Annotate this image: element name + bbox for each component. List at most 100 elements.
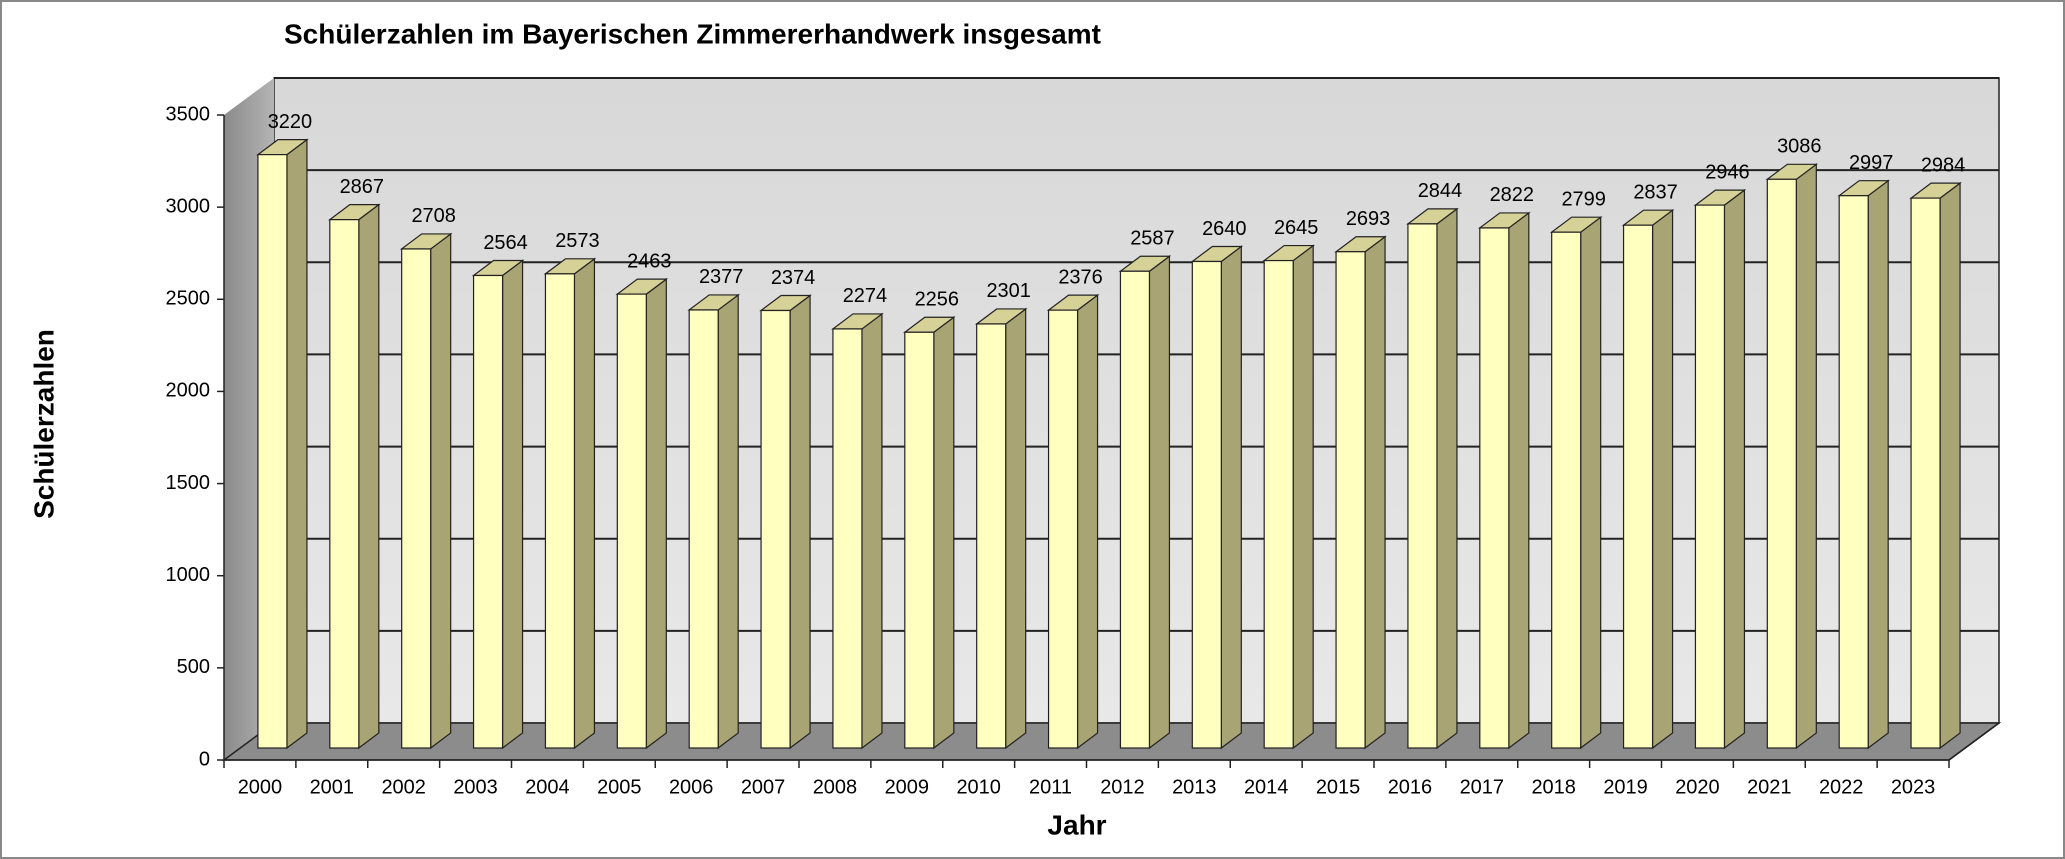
data-label: 2640 <box>1202 218 1247 240</box>
bar <box>1335 251 1366 749</box>
x-tick-label: 2014 <box>1244 776 1289 798</box>
bar <box>1479 227 1510 749</box>
bar <box>1263 259 1294 749</box>
x-tick-label: 2013 <box>1172 776 1217 798</box>
y-tick-label: 1000 <box>166 564 211 586</box>
data-label: 2645 <box>1274 217 1319 239</box>
bar <box>976 323 1007 749</box>
y-axis-title: Schülerzahlen <box>28 329 59 519</box>
data-label: 2837 <box>1633 181 1678 203</box>
bar-side <box>933 316 955 750</box>
x-tick-label: 2021 <box>1747 776 1792 798</box>
bar-side <box>286 138 308 750</box>
bar-side <box>645 277 667 750</box>
bar <box>1910 197 1941 749</box>
data-label: 2374 <box>771 267 816 289</box>
bar-side <box>1580 215 1602 750</box>
x-tick-label: 2011 <box>1029 776 1072 798</box>
bar-side <box>358 203 380 750</box>
bar <box>616 293 647 749</box>
bar-side <box>1220 245 1242 750</box>
data-label: 2377 <box>699 266 744 288</box>
bar <box>472 274 504 749</box>
x-tick-label: 2020 <box>1675 776 1720 798</box>
bar-side <box>573 257 596 750</box>
x-tick-label: 2019 <box>1603 776 1648 798</box>
bar <box>329 219 360 749</box>
y-tick-label: 3500 <box>166 103 211 125</box>
data-label: 3220 <box>268 111 313 133</box>
bar-side <box>1867 179 1889 750</box>
data-label: 2274 <box>843 285 888 307</box>
bar-side <box>1508 211 1530 750</box>
x-tick-label: 2012 <box>1100 776 1145 798</box>
y-tick-label: 3000 <box>166 195 211 217</box>
bar-side <box>1939 181 1961 750</box>
x-tick-label: 2004 <box>525 776 570 798</box>
data-label: 2256 <box>915 289 960 311</box>
data-label: 2867 <box>340 176 385 198</box>
data-label: 2376 <box>1058 266 1103 288</box>
bar <box>760 309 791 749</box>
bar <box>1407 223 1438 749</box>
bar <box>544 273 576 749</box>
bar-side <box>1005 307 1027 750</box>
floor-edge <box>1948 722 2000 761</box>
data-label: 3086 <box>1777 136 1822 158</box>
bar <box>1191 260 1222 749</box>
bar-side <box>1076 293 1099 750</box>
y-tick-label: 2000 <box>166 380 211 402</box>
bar-side <box>1651 208 1674 750</box>
bar-side <box>717 293 739 750</box>
bar-side <box>1292 244 1314 750</box>
bar <box>1622 224 1654 749</box>
data-label: 2573 <box>555 230 600 252</box>
x-tick-label: 2006 <box>669 776 714 798</box>
x-tick-label: 2003 <box>453 776 498 798</box>
bar-side <box>861 312 883 750</box>
y-tick-label: 500 <box>177 656 210 678</box>
bar <box>1047 309 1079 749</box>
data-label: 2984 <box>1921 154 1966 176</box>
x-tick-label: 2009 <box>885 776 930 798</box>
x-tick-label: 2016 <box>1388 776 1433 798</box>
bar <box>1766 178 1797 749</box>
data-label: 2822 <box>1490 184 1535 206</box>
x-tick-label: 2010 <box>956 776 1001 798</box>
x-axis-title: Jahr <box>1047 809 1106 840</box>
data-label: 2844 <box>1418 180 1463 202</box>
bar-side <box>1723 188 1746 750</box>
x-tick-label: 2007 <box>741 776 786 798</box>
data-label: 2708 <box>411 205 456 227</box>
data-label: 2693 <box>1346 208 1391 230</box>
bar <box>1694 204 1726 749</box>
data-label: 2463 <box>627 250 672 272</box>
y-tick-label: 2500 <box>166 288 211 310</box>
bar-side <box>1795 163 1817 750</box>
bar <box>904 331 935 749</box>
data-label: 2946 <box>1705 161 1750 183</box>
x-tick-label: 2015 <box>1316 776 1361 798</box>
bar <box>1838 195 1869 749</box>
x-tick-label: 2008 <box>813 776 858 798</box>
data-label: 2799 <box>1561 188 1606 210</box>
bar <box>401 248 432 749</box>
bar-side <box>430 232 452 750</box>
bar-side <box>1436 207 1458 750</box>
data-label: 2587 <box>1130 228 1175 250</box>
x-tick-label: 2023 <box>1891 776 1936 798</box>
bar-side <box>789 294 811 750</box>
x-tick-label: 2001 <box>310 776 355 798</box>
data-label: 2564 <box>483 232 528 254</box>
x-tick-label: 2002 <box>381 776 426 798</box>
data-label: 2301 <box>986 280 1031 302</box>
x-tick-label: 2000 <box>238 776 283 798</box>
y-tick-label: 0 <box>199 748 210 770</box>
chart-title: Schülerzahlen im Bayerischen Zimmererhan… <box>284 18 1101 49</box>
bar-side <box>501 259 524 750</box>
x-tick-label: 2018 <box>1531 776 1576 798</box>
bar-side <box>1148 255 1171 750</box>
bar <box>1551 231 1582 749</box>
